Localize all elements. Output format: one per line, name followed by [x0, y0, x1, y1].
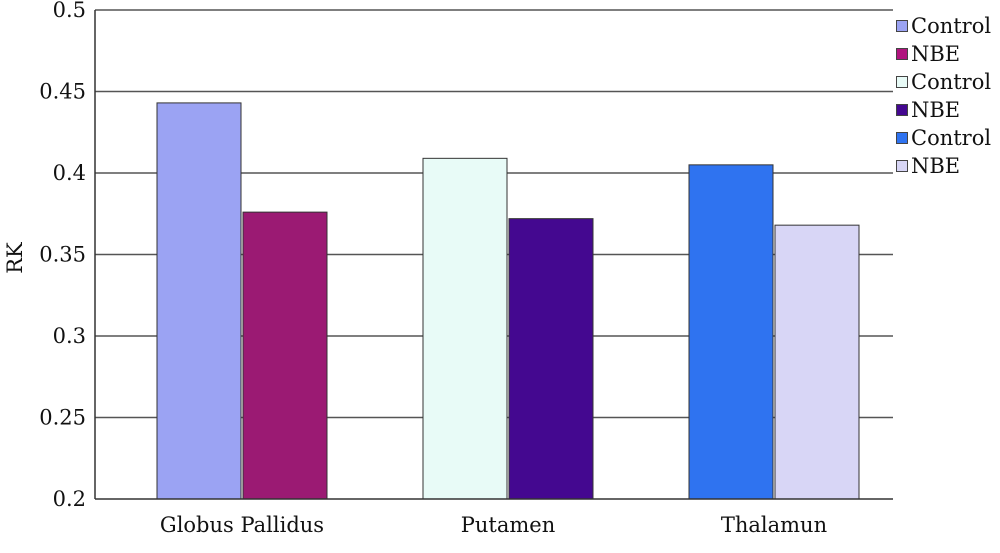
bar-putamen-control: [422, 157, 508, 500]
legend: Control NBE Control NBE Control NBE: [896, 12, 991, 180]
legend-item: Control: [896, 12, 991, 40]
y-tick-label: 0.3: [53, 324, 86, 348]
y-axis-label: RK: [3, 242, 27, 274]
legend-swatch: [896, 20, 908, 32]
x-category-label: Globus Pallidus: [160, 513, 324, 537]
y-tick-label: 0.2: [53, 487, 86, 511]
bar-thalamun-nbe: [774, 224, 860, 500]
legend-item: Control: [896, 68, 991, 96]
y-tick-labels: 0.2 0.25 0.3 0.35 0.4 0.45 0.5: [39, 0, 86, 511]
legend-swatch: [896, 132, 908, 144]
x-category-label: Thalamun: [721, 513, 827, 537]
bar-globus-pallidus-control: [156, 102, 242, 500]
legend-swatch: [896, 160, 908, 172]
legend-item: NBE: [896, 152, 991, 180]
y-tick-label: 0.4: [53, 161, 86, 185]
legend-label: NBE: [911, 154, 961, 178]
axes: [94, 10, 893, 500]
x-category-labels: Globus Pallidus Putamen Thalamun: [160, 513, 827, 537]
y-tick-label: 0.25: [39, 406, 86, 430]
y-tick-label: 0.35: [39, 243, 86, 267]
y-tick-label: 0.5: [53, 0, 86, 22]
legend-label: Control: [911, 126, 992, 150]
y-tick-label: 0.45: [39, 80, 86, 104]
bar-putamen-nbe: [508, 218, 594, 500]
legend-label: Control: [911, 14, 992, 38]
legend-label: NBE: [911, 42, 961, 66]
legend-item: Control: [896, 124, 991, 152]
legend-swatch: [896, 104, 908, 116]
bar-thalamun-control: [688, 164, 774, 500]
legend-label: NBE: [911, 98, 961, 122]
legend-label: Control: [911, 70, 992, 94]
bars: [156, 102, 860, 500]
legend-item: NBE: [896, 96, 991, 124]
legend-swatch: [896, 76, 908, 88]
bar-globus-pallidus-nbe: [242, 211, 328, 500]
legend-swatch: [896, 48, 908, 60]
legend-item: NBE: [896, 40, 991, 68]
x-category-label: Putamen: [461, 513, 555, 537]
